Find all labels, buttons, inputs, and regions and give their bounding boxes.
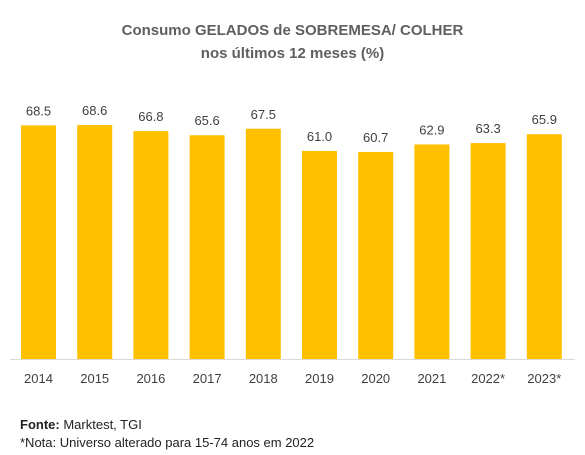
bar-2022-star [470,143,506,359]
data-label: 60.7 [363,130,388,145]
data-label: 65.6 [194,113,219,128]
x-tick-label: 2014 [24,371,53,386]
x-tick-label: 2015 [80,371,109,386]
bar-chart: 68.5 2014 68.6 2015 66.8 2016 65.6 2017 67.5 2018… [10,103,575,386]
bar-2020 [358,151,394,359]
x-tick-label: 2020 [361,371,390,386]
bar-2015 [77,125,113,359]
bar-2017 [189,135,225,359]
data-label: 61.0 [307,129,332,144]
x-tick-label: 2023* [527,371,561,386]
x-tick-label: 2022* [471,371,505,386]
chart-title: Consumo GELADOS de SOBREMESA/ COLHER [121,22,464,39]
data-label: 67.5 [251,107,276,122]
source-label: Fonte: [20,417,60,432]
bar-2023-star [526,134,562,359]
x-tick-label: 2021 [417,371,446,386]
source-text: Marktest, TGI [63,417,142,432]
x-tick-label: 2016 [136,371,165,386]
x-tick-label: 2017 [193,371,222,386]
bar-2016 [133,131,169,359]
bar-2019 [302,150,337,359]
footnote: *Nota: Universo alterado para 15-74 anos… [20,435,315,450]
data-label: 62.9 [419,122,444,137]
x-tick-label: 2019 [305,371,334,386]
data-label: 65.9 [532,112,557,127]
data-label: 63.3 [475,121,500,136]
x-tick-label: 2018 [249,371,278,386]
data-label: 66.8 [138,109,163,124]
data-label: 68.6 [82,103,107,118]
bar-2021 [414,144,450,359]
bar-2014 [21,125,56,359]
bar-2018 [245,128,281,359]
chart-subtitle: nos últimos 12 meses (%) [200,45,385,62]
source-line: Fonte: Marktest, TGI [20,417,142,432]
data-label: 68.5 [26,103,51,118]
